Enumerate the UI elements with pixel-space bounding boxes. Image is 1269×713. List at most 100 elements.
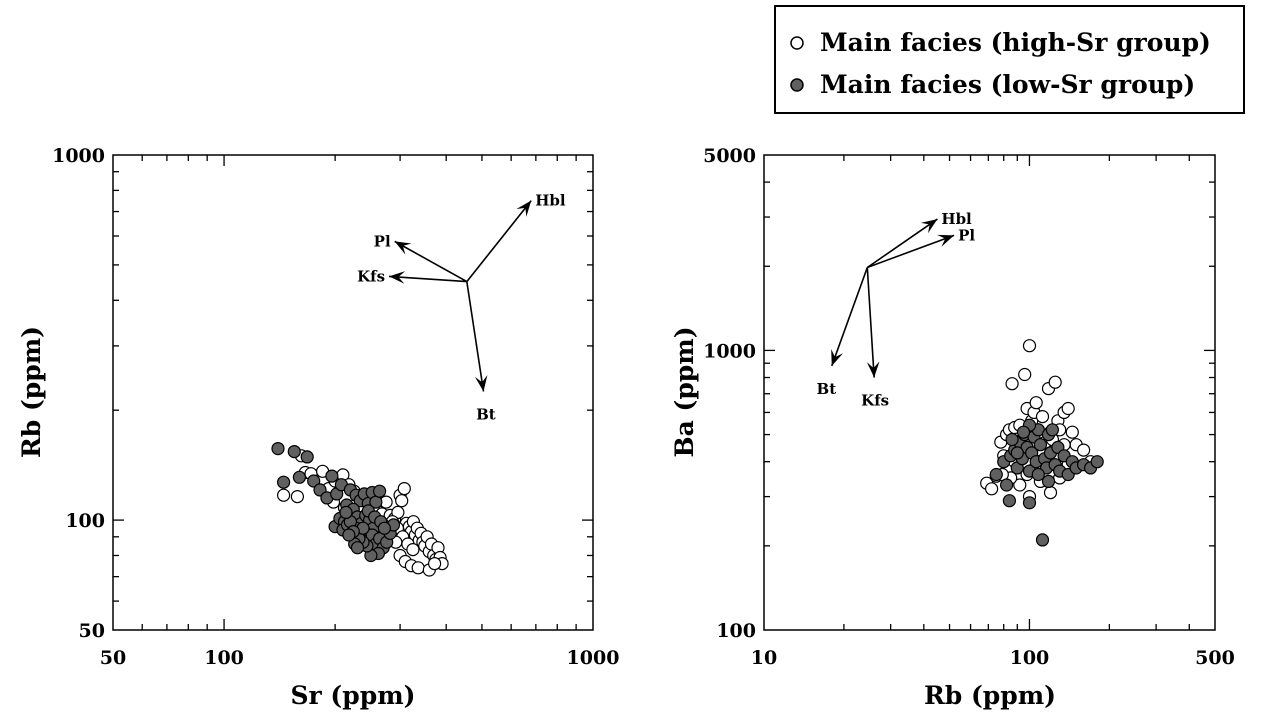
data-point-low-sr (287, 445, 301, 459)
data-point-high-sr (1061, 401, 1075, 416)
y-axis-label: Ba (ppm) (670, 326, 699, 457)
y-tick-label: 100 (716, 620, 756, 642)
vector-bt-label: Bt (476, 406, 496, 424)
plot-frame (763, 154, 1216, 631)
vector-hbl-label: Hbl (941, 210, 972, 228)
data-point-high-sr (1029, 396, 1043, 410)
x-axis-label: Rb (ppm) (924, 681, 1056, 710)
y-tick-label: 1000 (703, 340, 756, 362)
axis-ticks (764, 155, 1215, 630)
tick-labels: 10 100 500 100 1000 5000 (703, 145, 1235, 669)
x-tick-label: 50 (100, 647, 126, 669)
vector-hbl-shaft (466, 200, 532, 283)
vector-kfs-shaft (388, 275, 467, 283)
axis-ticks (113, 155, 593, 630)
data-point-low-sr (300, 450, 314, 464)
vector-pl-label: Pl (374, 232, 391, 250)
vector-hbl-head (516, 200, 532, 217)
data-point-high-sr (1076, 443, 1091, 457)
data-point-low-sr (1016, 425, 1031, 439)
data-point-high-sr (428, 556, 442, 571)
vector-pl-head (937, 234, 955, 247)
data-point-low-sr (325, 469, 339, 483)
x-tick-label: 100 (1010, 647, 1050, 669)
sr-rb-plot: 50 100 1000 50 100 1000 Hbl Pl Kfs Bt Sr (ppm) R… (17, 145, 619, 710)
vector-kfs-shaft (866, 267, 875, 378)
data-point-high-sr (397, 482, 411, 496)
data-point-high-sr (1018, 367, 1032, 382)
x-tick-label: 100 (204, 647, 244, 669)
vector-kfs-head (389, 271, 406, 284)
mineral-vectors: Hbl Pl Kfs Bt (357, 192, 566, 424)
data-point-high-sr (406, 542, 420, 557)
y-tick-label: 50 (79, 620, 105, 642)
y-tick-label: 100 (65, 510, 105, 532)
data-point-low-sr (271, 442, 285, 456)
x-tick-label: 10 (751, 647, 777, 669)
data-point-low-sr (1045, 423, 1060, 437)
vector-kfs-label: Kfs (357, 267, 385, 285)
data-point-high-sr (1013, 478, 1027, 492)
data-point-low-sr (1035, 533, 1050, 547)
vector-hbl-label: Hbl (535, 192, 566, 210)
vector-bt-shaft (831, 267, 869, 367)
vector-bt-head (831, 348, 844, 366)
data-point-high-sr (395, 494, 409, 508)
plot-frame (112, 154, 594, 631)
data-point-low-sr (373, 484, 387, 498)
vector-kfs-label: Kfs (861, 392, 889, 410)
vector-hbl-head (920, 219, 938, 234)
data-point-high-sr (1065, 425, 1079, 439)
data-point-high-sr (277, 488, 291, 502)
data-point-low-sr (1090, 455, 1104, 469)
vector-bt-label: Bt (817, 380, 837, 398)
legend: Main facies (high-Sr group) Main facies … (774, 5, 1245, 114)
data-point-low-sr (1033, 438, 1048, 452)
vector-pl-shaft (867, 234, 955, 269)
tick-labels: 50 100 1000 50 100 1000 (52, 145, 619, 669)
data-point-high-sr (1022, 339, 1037, 353)
data-point-high-sr (1048, 375, 1062, 389)
data-point-high-sr (411, 561, 425, 575)
vector-bt-head (474, 374, 488, 392)
vector-pl-shaft (394, 240, 468, 283)
legend-marker-high-sr (790, 36, 804, 50)
vector-pl-label: Pl (958, 226, 975, 244)
data-point-low-sr (989, 467, 1003, 482)
vector-kfs-head (866, 361, 880, 378)
legend-frame (774, 5, 1245, 114)
data-points (980, 339, 1104, 547)
data-point-high-sr (984, 482, 999, 496)
data-point-low-sr (307, 474, 321, 488)
data-point-high-sr (1005, 377, 1019, 391)
data-point-high-sr (1043, 486, 1058, 500)
data-point-low-sr (377, 521, 391, 535)
vector-pl-head (394, 241, 412, 255)
data-point-low-sr (350, 541, 365, 555)
y-tick-label: 1000 (52, 145, 105, 167)
data-point-low-sr (339, 505, 353, 520)
data-point-low-sr (1010, 446, 1024, 460)
data-point-low-sr (277, 475, 291, 489)
data-point-low-sr (292, 470, 306, 484)
data-point-low-sr (342, 528, 356, 542)
vector-bt-shaft (466, 281, 485, 392)
y-tick-label: 5000 (703, 145, 756, 167)
vector-hbl-shaft (866, 218, 938, 269)
legend-label-low-sr: Main facies (low-Sr group) (820, 70, 1195, 99)
x-axis-label: Sr (ppm) (291, 681, 416, 710)
legend-marker-low-sr (790, 78, 804, 92)
data-point-low-sr (1041, 474, 1056, 488)
data-point-high-sr (1035, 410, 1050, 424)
data-point-low-sr (1005, 432, 1019, 447)
data-point-low-sr (1031, 467, 1045, 482)
legend-label-high-sr: Main facies (high-Sr group) (820, 28, 1211, 57)
x-tick-label: 500 (1195, 647, 1235, 669)
data-point-low-sr (1022, 496, 1037, 510)
data-point-high-sr (290, 490, 304, 504)
data-point-low-sr (999, 478, 1014, 492)
data-points (271, 442, 449, 577)
